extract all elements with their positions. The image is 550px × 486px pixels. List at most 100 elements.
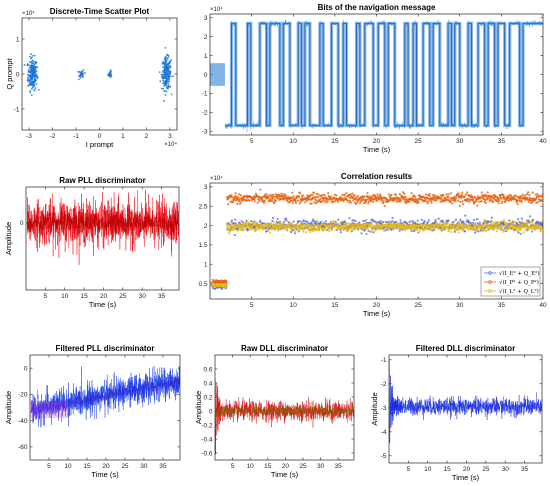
rawdll-ytick-label: 0.4 [203,380,212,387]
correlation-point [457,199,460,202]
scatter-point [23,63,26,66]
filtdll-ytick-label: -3 [381,405,387,412]
scatter-point [168,75,170,78]
correlation-point [415,222,419,225]
filtdll-xtick-label: 10 [424,466,432,473]
scatter-point [164,94,167,96]
scatter-point [33,60,35,63]
correlation-point [446,221,449,225]
correlation-point [273,201,276,205]
correlation-point [298,223,302,226]
filtdll-xtick-label: 25 [482,466,490,473]
correlation-point [503,229,506,232]
rawpll-xtick-label: 25 [119,293,127,300]
correlation-point [274,199,277,203]
scatter-point [81,76,84,79]
correlation-point [500,197,503,200]
correlation-point [349,227,352,230]
filtdll-ytick-label: -5 [381,453,387,460]
correlation-point [365,232,368,236]
rawpll-trace [26,206,179,242]
correlation-point [520,200,523,203]
rawdll-ytick-label: -0.6 [201,450,213,457]
correlation-point [353,224,356,227]
correlation-xlabel: Time (s) [363,309,391,318]
scatter-point [29,57,32,60]
correlation-point [520,226,523,229]
scatter-point [165,81,168,84]
scatter-xtick-label: 1 [121,133,125,140]
correlation-legend: √(I_E² + Q_E²) √(I_P² + Q_P²) √(I_L² + Q_L… [480,266,541,297]
correlation-point [454,223,458,226]
scatter-point [26,78,29,81]
scatter-points [23,46,174,102]
filtpll-trace [30,365,180,428]
scatter-xtick-label: -3 [26,133,32,140]
correlation-point [496,220,499,224]
correlation-point [540,195,543,198]
correlation-point [232,228,235,232]
correlation-point [254,220,257,224]
correlation-point [453,195,456,198]
correlation-point [425,200,428,203]
correlation-point [375,199,378,202]
correlation-point [530,223,534,226]
correlation-point [483,219,486,222]
navbits-line [225,23,543,126]
correlation-point [319,198,322,201]
correlation-point [331,201,334,204]
correlation-point [310,221,313,225]
scatter-point [28,55,31,58]
correlation-point [319,220,323,223]
correlation-point [367,229,370,232]
correlation-point [480,191,483,194]
correlation-point [355,201,359,204]
chart-rawdll: Raw DLL discriminator 5 10 15 20 25 30 35 -0.6 -0… [194,344,355,479]
correlation-point [254,227,257,230]
correlation-point [238,199,241,202]
correlation-point [428,194,431,197]
correlation-point [339,196,343,199]
correlation-point [417,201,420,204]
correlation-point [473,222,476,226]
correlation-point [343,193,346,196]
correlation-point [433,228,436,231]
correlation-point [511,221,514,224]
scatter-ytick-label: 1 [16,36,20,43]
correlation-point [312,229,315,232]
correlation-point [434,218,437,221]
correlation-point [476,195,479,198]
correlation-point [272,216,275,220]
correlation-point [351,192,354,195]
scatter-point [161,75,164,78]
correlation-point [463,229,467,233]
scatter-point [31,59,34,62]
scatter-point [168,85,171,88]
correlation-point [531,218,535,222]
correlation-point [428,226,431,229]
correlation-point [382,202,385,205]
correlation-point [282,194,285,197]
correlation-point [430,201,433,204]
rawdll-ytick-label: -0.2 [201,422,213,429]
correlation-point [313,201,316,204]
correlation-point [452,220,455,223]
correlation-point [300,200,303,203]
correlation-xtick-label: 35 [498,302,506,309]
correlation-point [454,218,458,221]
navbits-series [210,19,543,133]
correlation-point [301,223,304,226]
scatter-point [31,66,34,69]
correlation-point [330,221,333,224]
correlation-point [327,192,330,195]
correlation-point [227,202,230,206]
correlation-point [342,228,345,232]
correlation-point [310,224,313,227]
correlation-point [529,221,532,224]
correlation-point [306,221,309,224]
scatter-point [166,53,169,56]
correlation-point [345,222,348,225]
correlation-point [404,195,407,199]
correlation-point [257,198,260,201]
correlation-y-exponent: ×10⁴ [210,175,223,182]
